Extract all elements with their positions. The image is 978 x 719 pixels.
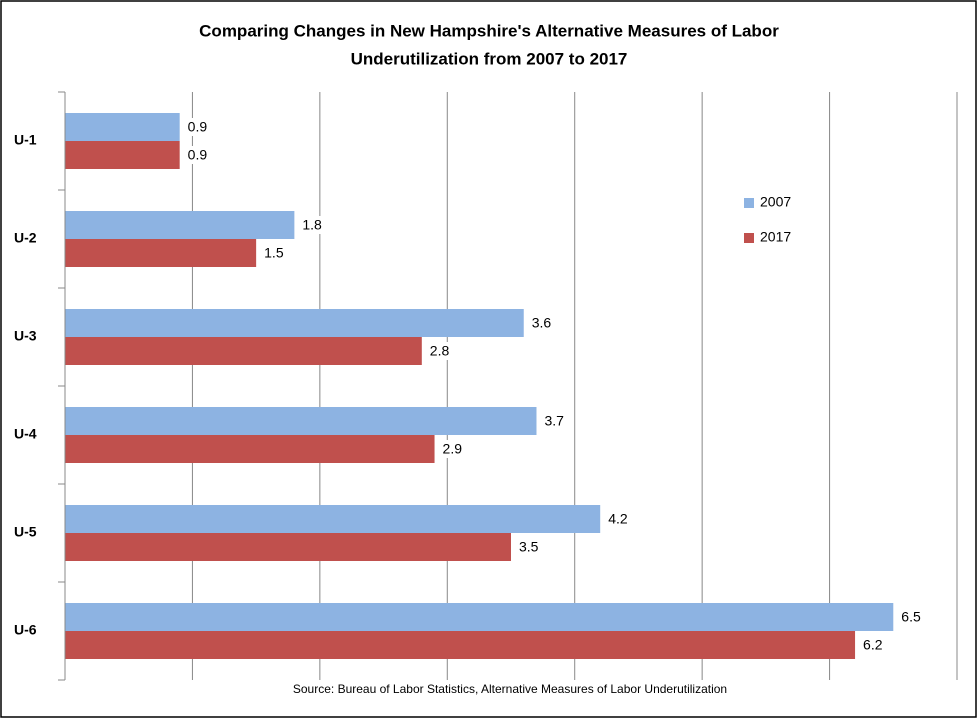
value-label-bg [602,510,637,528]
value-label: 3.7 [544,413,564,429]
value-label-bg [181,118,216,136]
value-label-bg [895,608,930,626]
legend-swatch [744,198,754,208]
bar [65,435,435,463]
source-note: Source: Bureau of Labor Statistics, Alte… [293,682,727,696]
bar [65,407,537,435]
value-label: 2.8 [430,343,450,359]
bar [65,113,180,141]
chart-title: Comparing Changes in New Hampshire's Alt… [199,21,779,40]
value-label-bg [513,538,547,556]
value-label: 1.5 [264,245,284,261]
bar [65,505,601,533]
bar [65,533,511,561]
value-label-bg [423,342,458,360]
legend-label: 2017 [760,229,791,245]
y-tick-label: U-3 [14,328,37,344]
value-label-bg [181,146,216,164]
bar [65,337,422,365]
value-label-bg [525,314,560,332]
value-label-bg [857,636,892,654]
bar [65,239,257,267]
bar [65,603,894,631]
value-label-bg [258,244,293,262]
value-label: 3.6 [532,315,552,331]
y-tick-label: U-2 [14,230,37,246]
value-label: 6.5 [901,609,921,625]
bar [65,211,295,239]
legend-swatch [744,233,754,243]
value-label-bg [538,412,573,430]
value-label: 0.9 [188,147,208,163]
value-label: 3.5 [519,539,539,555]
y-tick-label: U-4 [14,426,37,442]
y-tick-label: U-1 [14,132,37,148]
value-label: 4.2 [608,511,628,527]
bar [65,309,524,337]
legend-label: 2007 [760,194,791,210]
value-label-bg [436,440,471,458]
value-label-bg [296,216,331,234]
y-tick-label: U-6 [14,622,37,638]
value-label: 6.2 [863,637,883,653]
bars: 0.9 0.9 1.8 1.5 3.6 2.8 3.7 2.9 4.2 3.5 6.5 6.2 [65,113,930,659]
bar [65,631,856,659]
value-label: 2.9 [443,441,463,457]
y-tick-label: U-5 [14,524,37,540]
value-label: 0.9 [188,119,208,135]
bar [65,141,180,169]
chart-title: Underutilization from 2007 to 2017 [351,49,628,68]
value-label: 1.8 [302,217,322,233]
